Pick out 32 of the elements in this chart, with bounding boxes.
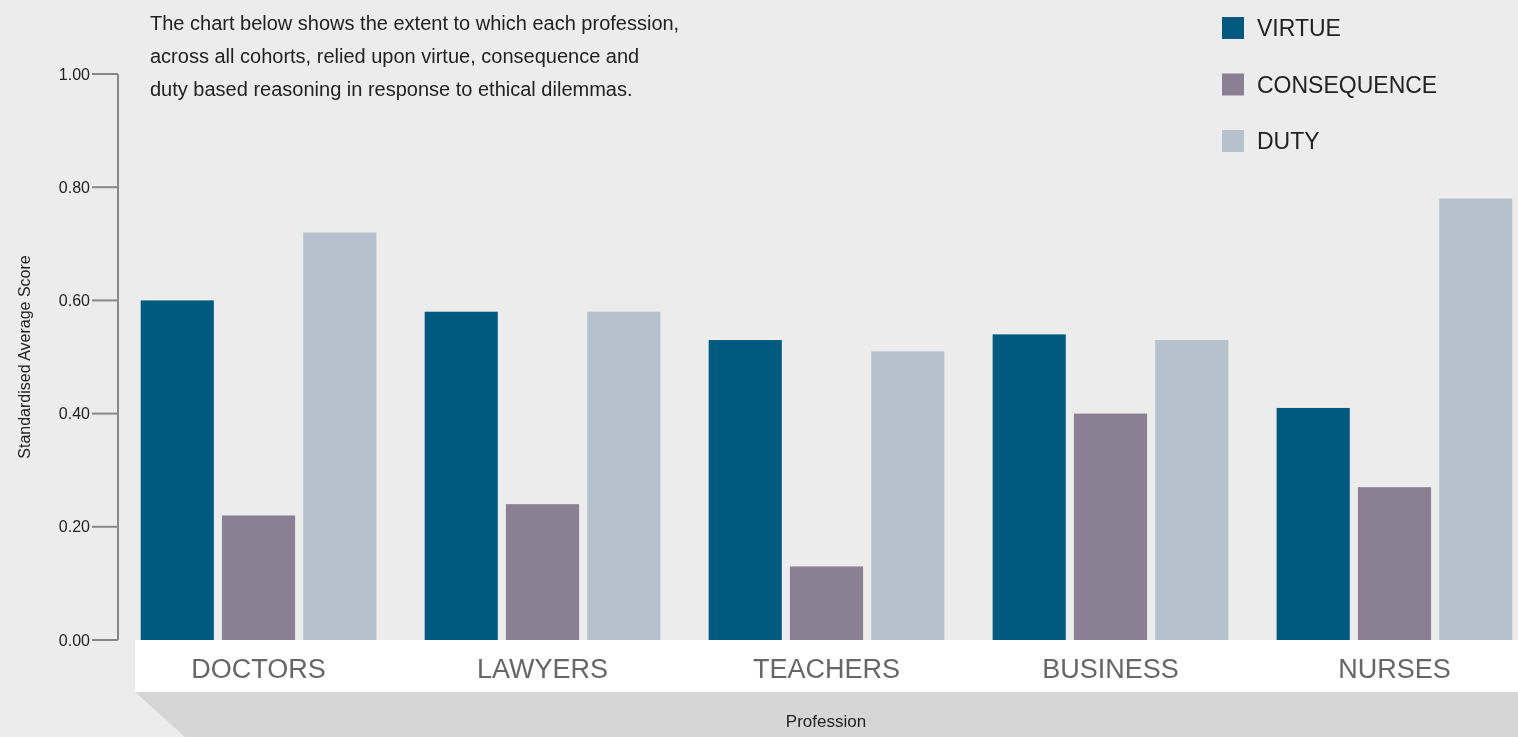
x-tick-label: DOCTORS: [191, 654, 326, 685]
bar: [1155, 340, 1229, 640]
bar: [789, 566, 864, 640]
bar: [303, 232, 377, 640]
x-tick-label: BUSINESS: [1042, 654, 1179, 685]
legend-label: DUTY: [1257, 128, 1320, 155]
y-tick-label: 0.40: [58, 405, 91, 423]
bar: [708, 340, 782, 640]
x-tick-label: NURSES: [1338, 654, 1451, 685]
bar: [221, 515, 296, 640]
bar: [992, 334, 1066, 640]
chart-subtitle: The chart below shows the extent to which each profession, across all cohorts, relied upon virtue, consequence and duty based reasoning in response to ethical dilemmas.: [150, 12, 680, 100]
x-axis-title: Profession: [785, 712, 867, 731]
bar: [1276, 407, 1350, 640]
y-axis-title: Standardised Average Score: [16, 255, 33, 459]
y-tick-label: 0.00: [58, 631, 91, 649]
legend-label: VIRTUE: [1257, 15, 1341, 42]
bar: [587, 311, 661, 640]
bar: [1439, 198, 1513, 640]
bar: [871, 351, 945, 640]
legend-label: CONSEQUENCE: [1257, 71, 1438, 98]
bar: [1357, 487, 1432, 640]
y-tick-label: 0.20: [58, 518, 91, 536]
y-tick-label: 1.00: [58, 65, 91, 83]
x-tick-label: TEACHERS: [752, 654, 901, 685]
bar: [140, 300, 214, 640]
y-tick-label: 0.80: [58, 178, 91, 196]
bar: [505, 504, 580, 640]
x-tick-label: LAWYERS: [476, 654, 609, 685]
y-tick-label: 0.60: [58, 292, 91, 309]
bar: [1073, 413, 1148, 640]
bar: [424, 311, 498, 640]
